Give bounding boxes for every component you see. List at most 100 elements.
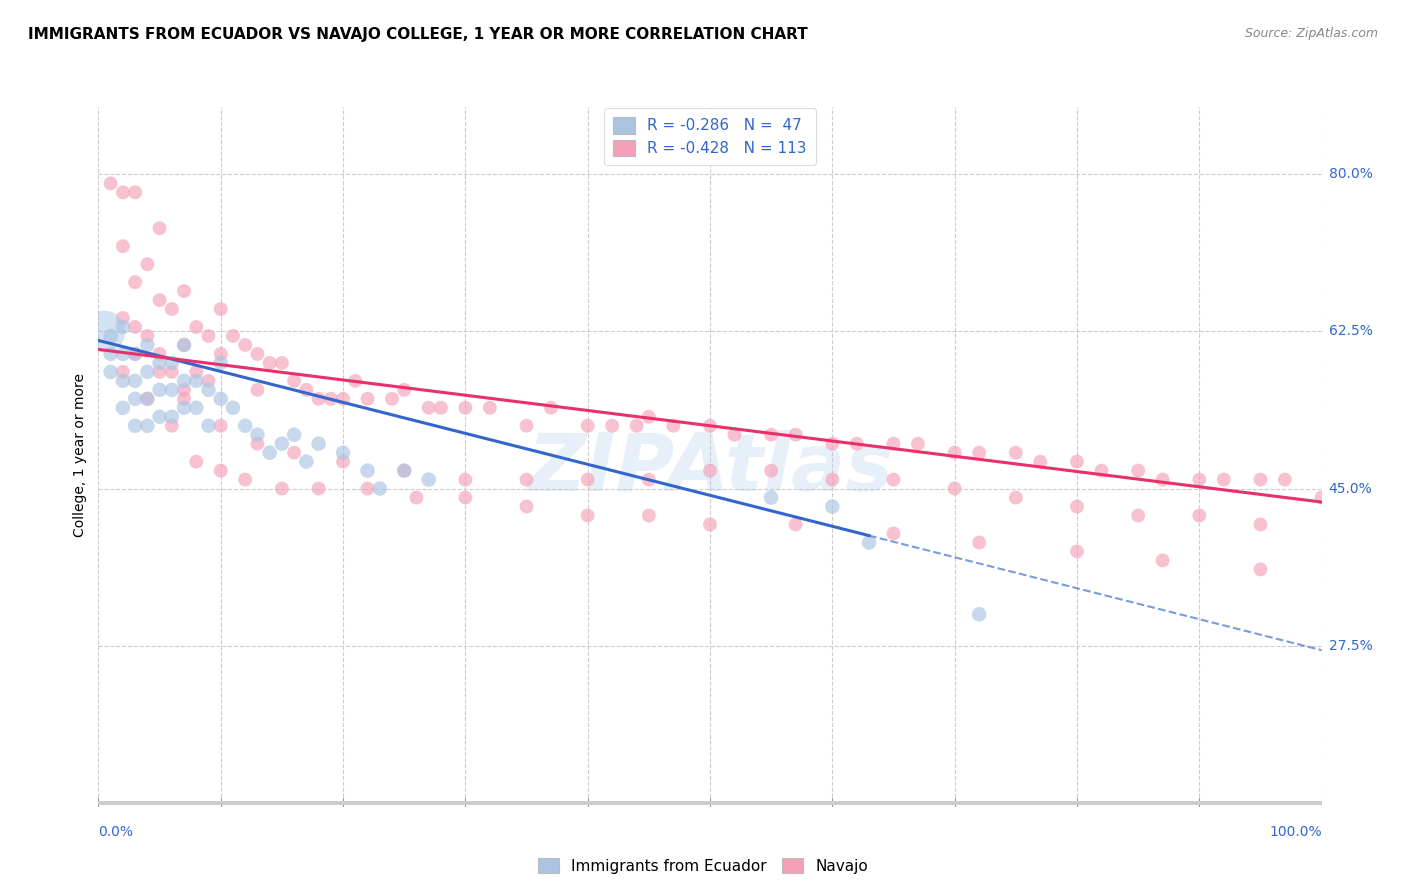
Point — [149, 221, 172, 235]
Point — [1152, 553, 1174, 567]
Point — [283, 374, 305, 388]
Point — [197, 374, 219, 388]
Point — [124, 320, 146, 334]
Point — [761, 491, 783, 505]
Point — [209, 347, 232, 361]
Point — [100, 347, 122, 361]
Point — [186, 320, 208, 334]
Point — [149, 409, 172, 424]
Point — [111, 311, 134, 326]
Point — [405, 491, 427, 505]
Point — [699, 418, 721, 433]
Point — [173, 338, 195, 352]
Point — [967, 607, 990, 622]
Point — [136, 329, 159, 343]
Point — [454, 401, 477, 415]
Point — [124, 186, 146, 200]
Point — [785, 427, 807, 442]
Point — [246, 436, 269, 450]
Point — [295, 383, 318, 397]
Point — [1004, 445, 1026, 459]
Point — [111, 347, 134, 361]
Point — [209, 464, 232, 478]
Point — [1128, 508, 1150, 523]
Point — [883, 526, 905, 541]
Point — [160, 301, 183, 316]
Y-axis label: College, 1 year or more: College, 1 year or more — [73, 373, 87, 537]
Point — [111, 239, 134, 253]
Point — [418, 401, 440, 415]
Legend: Immigrants from Ecuador, Navajo: Immigrants from Ecuador, Navajo — [531, 852, 875, 880]
Point — [821, 473, 844, 487]
Point — [283, 427, 305, 442]
Point — [209, 301, 232, 316]
Point — [270, 436, 294, 450]
Point — [124, 347, 146, 361]
Point — [149, 383, 172, 397]
Text: 80.0%: 80.0% — [1329, 168, 1372, 181]
Point — [454, 473, 477, 487]
Point — [186, 365, 208, 379]
Point — [160, 383, 183, 397]
Point — [332, 455, 354, 469]
Point — [308, 482, 330, 496]
Point — [136, 418, 159, 433]
Point — [540, 401, 562, 415]
Text: 0.0%: 0.0% — [98, 825, 134, 839]
Point — [1004, 491, 1026, 505]
Point — [136, 257, 159, 271]
Point — [600, 418, 623, 433]
Point — [222, 401, 245, 415]
Point — [111, 401, 134, 415]
Point — [356, 482, 378, 496]
Point — [209, 392, 232, 406]
Point — [392, 383, 416, 397]
Point — [515, 500, 537, 514]
Point — [246, 383, 269, 397]
Point — [186, 374, 208, 388]
Point — [149, 365, 172, 379]
Point — [149, 356, 172, 370]
Point — [344, 374, 367, 388]
Point — [270, 356, 294, 370]
Point — [173, 284, 195, 298]
Point — [821, 436, 844, 450]
Point — [943, 445, 966, 459]
Point — [100, 177, 122, 191]
Text: 27.5%: 27.5% — [1329, 639, 1372, 653]
Point — [100, 365, 122, 379]
Point — [222, 329, 245, 343]
Point — [356, 392, 378, 406]
Point — [319, 392, 342, 406]
Point — [1029, 455, 1052, 469]
Point — [111, 186, 134, 200]
Point — [785, 517, 807, 532]
Point — [173, 383, 195, 397]
Point — [124, 374, 146, 388]
Point — [197, 383, 219, 397]
Point — [149, 293, 172, 307]
Point — [699, 464, 721, 478]
Legend: R = -0.286   N =  47, R = -0.428   N = 113: R = -0.286 N = 47, R = -0.428 N = 113 — [605, 108, 815, 166]
Text: Source: ZipAtlas.com: Source: ZipAtlas.com — [1244, 27, 1378, 40]
Point — [858, 535, 880, 549]
Point — [515, 418, 537, 433]
Point — [967, 535, 990, 549]
Point — [1249, 473, 1271, 487]
Point — [883, 436, 905, 450]
Point — [1066, 500, 1088, 514]
Point — [124, 418, 146, 433]
Point — [356, 464, 378, 478]
Point — [1128, 464, 1150, 478]
Point — [233, 473, 256, 487]
Point — [136, 392, 159, 406]
Point — [576, 473, 599, 487]
Point — [270, 482, 294, 496]
Point — [761, 427, 783, 442]
Text: 45.0%: 45.0% — [1329, 482, 1372, 496]
Point — [111, 365, 134, 379]
Point — [1310, 491, 1333, 505]
Point — [1249, 517, 1271, 532]
Point — [233, 418, 256, 433]
Point — [93, 325, 115, 339]
